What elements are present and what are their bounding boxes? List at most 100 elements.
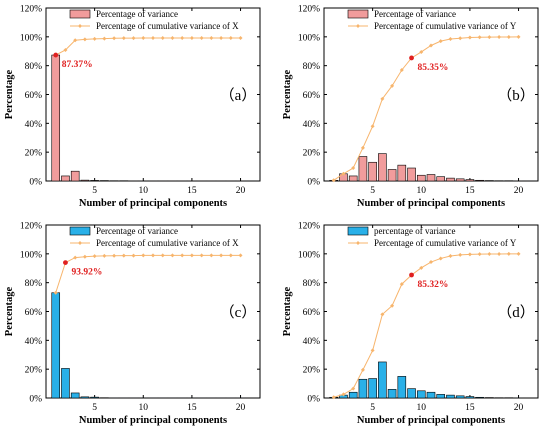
- cumulative-point: [151, 35, 155, 40]
- legend-bar-swatch: [69, 226, 91, 236]
- cumulative-point: [448, 253, 453, 258]
- y-axis-title: Percentage: [282, 69, 293, 119]
- y-tick-label: 40%: [303, 120, 321, 130]
- bar: [51, 292, 61, 399]
- cumulative-point: [390, 83, 395, 88]
- cumulative-point: [189, 253, 194, 258]
- x-tick-label: 5: [92, 186, 97, 196]
- cumulative-point: [92, 36, 97, 41]
- bar: [475, 396, 484, 399]
- cumulative-point: [199, 253, 204, 258]
- x-tick-label: 10: [139, 403, 149, 413]
- legend-line-marker: [356, 241, 360, 245]
- cumulative-point: [102, 253, 107, 258]
- cumulative-point: [180, 35, 185, 40]
- legend-line-marker: [78, 24, 82, 28]
- cumulative-point: [458, 252, 463, 257]
- legend-label: Percentage of variance: [96, 9, 178, 19]
- cumulative-point: [370, 124, 375, 129]
- y-tick-label: 40%: [303, 337, 321, 347]
- cumulative-point: [516, 34, 521, 39]
- bar: [436, 176, 446, 182]
- chart-panel-4: 0% 20% 40% 60% 80% 100% 120% 5 10 15 20 Number of p…: [282, 222, 539, 426]
- bar: [348, 175, 358, 182]
- bar: [397, 376, 407, 399]
- y-tick-label: 40%: [25, 120, 43, 130]
- y-tick-label: 20%: [303, 366, 321, 376]
- cumulative-point: [331, 395, 336, 400]
- legend-bar-swatch: [347, 226, 369, 236]
- bar: [426, 174, 436, 182]
- bar: [407, 167, 416, 182]
- legend-label: Percentage of cumulative variance of Y: [374, 21, 517, 31]
- y-tick-label: 100%: [20, 33, 42, 43]
- cumulative-point: [180, 253, 185, 258]
- cumulative-point: [73, 255, 78, 260]
- cumulative-point: [228, 35, 233, 40]
- cumulative-point: [438, 256, 443, 261]
- cumulative-point: [160, 253, 165, 258]
- y-tick-label: 0%: [29, 178, 42, 188]
- bar: [368, 378, 377, 399]
- cumulative-point: [506, 251, 511, 256]
- annotation-label: 85.35%: [418, 63, 449, 73]
- x-tick-label: 20: [236, 186, 246, 196]
- cumulative-point: [131, 36, 136, 41]
- cumulative-point: [170, 35, 175, 40]
- y-tick-label: 0%: [307, 178, 320, 188]
- cumulative-point: [189, 35, 194, 40]
- bar: [387, 389, 397, 399]
- y-tick-label: 80%: [303, 279, 321, 289]
- chart-panel-1: 0% 20% 40% 60% 80% 100% 120% 5 10 15 20 Number of p…: [4, 5, 261, 209]
- cumulative-point: [209, 253, 214, 258]
- cumulative-point: [228, 253, 233, 258]
- y-tick-label: 40%: [25, 337, 43, 347]
- cumulative-point: [219, 35, 224, 40]
- cumulative-point: [429, 260, 433, 265]
- cumulative-point: [448, 36, 453, 41]
- cumulative-point: [170, 253, 175, 258]
- bar: [465, 179, 475, 182]
- cumulative-point: [438, 39, 443, 44]
- y-tick-label: 60%: [303, 91, 321, 101]
- bar: [70, 170, 80, 182]
- x-tick-label: 5: [92, 403, 97, 413]
- cumulative-point: [73, 38, 78, 43]
- y-tick-label: 120%: [20, 5, 42, 15]
- cumulative-point: [112, 253, 117, 258]
- cumulative-point: [419, 265, 424, 270]
- cumulative-point: [360, 367, 365, 372]
- cumulative-point: [238, 253, 243, 258]
- cumulative-point: [380, 96, 385, 101]
- cumulative-point: [238, 35, 243, 40]
- cumulative-point: [160, 35, 165, 40]
- x-tick-label: 5: [370, 403, 375, 413]
- chart-panel-3: 0% 20% 40% 60% 80% 100% 120% 5 10 15 20 Number of p…: [4, 222, 261, 426]
- bar: [90, 396, 99, 399]
- bar: [358, 378, 368, 399]
- x-tick-label: 20: [514, 403, 524, 413]
- bar: [61, 175, 70, 182]
- legend-label: Percentage of variance: [374, 9, 456, 19]
- y-tick-label: 120%: [20, 222, 42, 232]
- bar: [416, 174, 426, 182]
- panel-label: （c）: [220, 304, 257, 321]
- legend-line-marker: [356, 24, 360, 28]
- cumulative-point: [497, 251, 502, 256]
- cumulative-line: [333, 253, 519, 398]
- cumulative-point: [53, 290, 58, 295]
- y-tick-label: 80%: [303, 62, 321, 72]
- bar: [446, 394, 455, 399]
- annotation-point: [63, 260, 68, 265]
- cumulative-point: [477, 35, 482, 40]
- x-tick-label: 20: [514, 186, 524, 196]
- y-tick-label: 60%: [25, 308, 43, 318]
- cumulative-point: [487, 251, 492, 256]
- cumulative-point: [351, 386, 356, 391]
- cumulative-point: [63, 47, 68, 52]
- cumulative-point: [341, 171, 346, 176]
- cumulative-point: [209, 35, 214, 40]
- x-tick-label: 10: [417, 186, 427, 196]
- y-tick-label: 20%: [25, 149, 43, 159]
